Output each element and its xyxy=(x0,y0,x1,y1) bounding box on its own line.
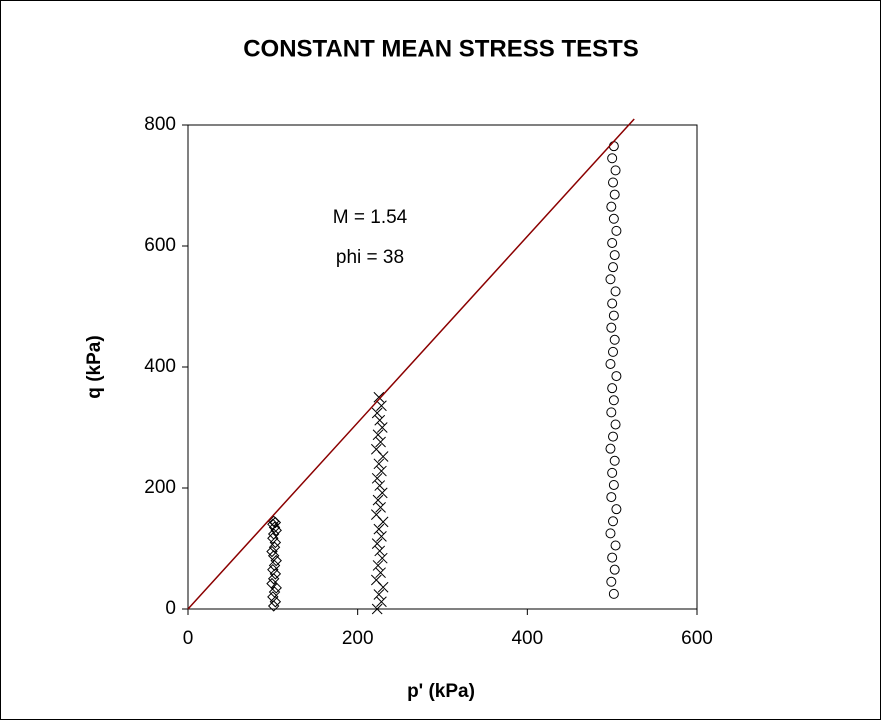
point xyxy=(605,443,616,454)
point xyxy=(270,554,282,567)
point xyxy=(376,400,387,412)
point xyxy=(607,383,618,394)
point xyxy=(606,576,617,587)
point xyxy=(611,225,622,236)
point xyxy=(606,322,617,333)
x-tick-label: 0 xyxy=(183,628,194,649)
point xyxy=(608,431,619,442)
fit-line xyxy=(187,118,635,610)
point xyxy=(372,560,384,571)
point xyxy=(371,407,383,419)
point xyxy=(608,479,619,490)
point xyxy=(374,480,386,491)
point xyxy=(376,552,388,564)
chart-title: CONSTANT MEAN STRESS TESTS xyxy=(243,35,639,62)
point xyxy=(373,458,385,470)
point xyxy=(605,528,616,539)
point xyxy=(608,395,619,406)
point xyxy=(609,189,620,200)
point xyxy=(376,465,387,477)
point xyxy=(371,603,383,615)
x-tick-label: 600 xyxy=(681,628,713,649)
y-tick-label: 0 xyxy=(165,598,176,619)
point xyxy=(370,509,382,520)
point xyxy=(375,567,386,579)
point xyxy=(608,213,619,224)
point xyxy=(268,586,281,598)
y-tick-label: 200 xyxy=(144,477,176,498)
point xyxy=(372,494,384,506)
point xyxy=(611,371,622,382)
point xyxy=(610,540,621,551)
point xyxy=(607,467,618,478)
point xyxy=(610,165,621,176)
point xyxy=(609,455,620,466)
point xyxy=(373,391,385,403)
point xyxy=(609,564,620,575)
point xyxy=(608,516,619,527)
point xyxy=(607,237,618,248)
point xyxy=(372,429,384,441)
point xyxy=(608,177,619,188)
point xyxy=(608,262,619,273)
point xyxy=(607,298,618,309)
point xyxy=(610,286,621,297)
point xyxy=(269,568,282,580)
point xyxy=(373,589,385,600)
point xyxy=(270,582,282,594)
point xyxy=(376,596,387,608)
point xyxy=(376,487,388,499)
point xyxy=(611,504,622,515)
point xyxy=(267,563,279,576)
point xyxy=(608,310,619,321)
point xyxy=(371,472,383,484)
point xyxy=(267,600,280,612)
point xyxy=(269,596,282,608)
point xyxy=(606,492,617,503)
point xyxy=(267,528,280,540)
point xyxy=(607,153,618,164)
point xyxy=(375,436,386,448)
point xyxy=(376,531,387,542)
point xyxy=(608,346,619,357)
point xyxy=(371,538,383,550)
point xyxy=(376,422,388,433)
point xyxy=(608,588,619,599)
point xyxy=(374,414,386,426)
y-tick-label: 400 xyxy=(144,356,176,377)
point xyxy=(269,536,282,549)
point xyxy=(608,141,619,152)
point xyxy=(267,550,280,562)
point xyxy=(609,334,620,345)
x-tick-label: 200 xyxy=(342,628,374,649)
y-tick-label: 600 xyxy=(144,235,176,256)
point xyxy=(266,545,278,558)
point xyxy=(610,419,621,430)
point xyxy=(606,201,617,212)
annotation: M = 1.54 xyxy=(333,207,408,228)
point xyxy=(370,443,382,455)
point xyxy=(373,523,385,535)
annotation: phi = 38 xyxy=(336,247,404,268)
point xyxy=(605,274,616,285)
y-axis-label: q (kPa) xyxy=(84,335,105,398)
point xyxy=(375,502,386,513)
point xyxy=(370,574,382,586)
point xyxy=(607,552,618,563)
x-axis-label: p' (kPa) xyxy=(407,681,475,702)
point xyxy=(605,358,616,369)
point xyxy=(606,407,617,418)
point xyxy=(374,545,386,557)
y-tick-label: 800 xyxy=(144,114,176,135)
x-tick-label: 400 xyxy=(511,628,543,649)
point xyxy=(609,250,620,261)
